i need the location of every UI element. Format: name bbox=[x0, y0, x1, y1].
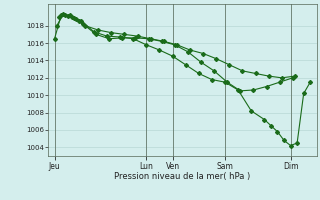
X-axis label: Pression niveau de la mer( hPa ): Pression niveau de la mer( hPa ) bbox=[114, 172, 251, 181]
